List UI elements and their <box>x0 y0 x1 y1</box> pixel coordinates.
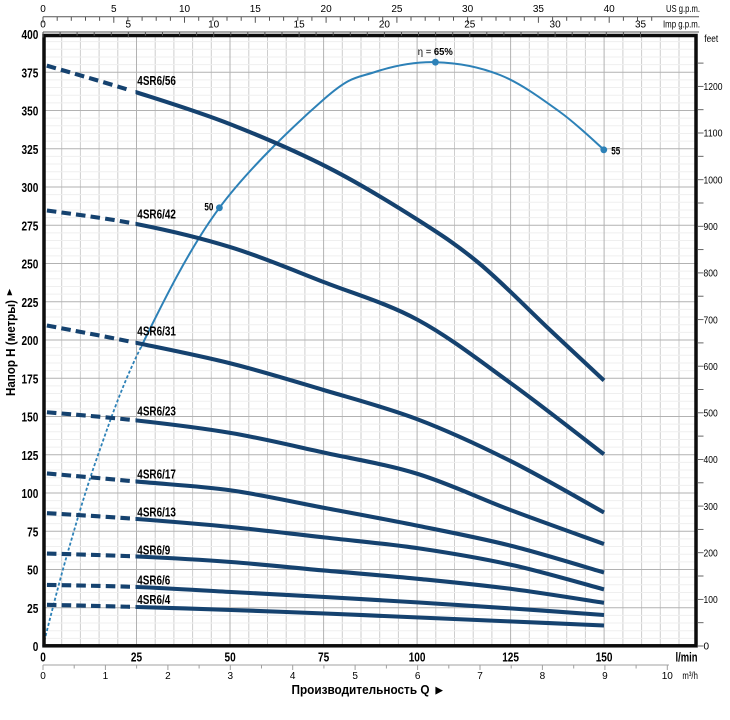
svg-text:400: 400 <box>22 28 39 42</box>
svg-text:0: 0 <box>40 4 46 15</box>
svg-text:700: 700 <box>704 315 719 326</box>
svg-text:US g.p.m.: US g.p.m. <box>666 4 700 15</box>
svg-text:225: 225 <box>22 296 39 310</box>
svg-text:4SR6/4: 4SR6/4 <box>137 593 170 607</box>
svg-text:10: 10 <box>179 4 191 15</box>
svg-text:300: 300 <box>704 502 719 513</box>
svg-text:250: 250 <box>22 258 39 272</box>
svg-text:125: 125 <box>22 449 39 463</box>
svg-text:20: 20 <box>321 4 333 15</box>
svg-text:6: 6 <box>415 671 421 682</box>
svg-text:1: 1 <box>103 671 109 682</box>
svg-text:100: 100 <box>409 650 426 664</box>
svg-text:25: 25 <box>27 602 38 616</box>
svg-text:200: 200 <box>22 334 39 348</box>
svg-text:0: 0 <box>704 642 710 653</box>
svg-text:0: 0 <box>33 640 39 654</box>
svg-text:15: 15 <box>294 20 306 31</box>
svg-text:30: 30 <box>462 4 474 15</box>
svg-text:15: 15 <box>250 4 262 15</box>
svg-text:m³/h: m³/h <box>682 671 698 682</box>
svg-text:350: 350 <box>22 105 39 119</box>
svg-text:800: 800 <box>704 269 719 280</box>
svg-text:4SR6/56: 4SR6/56 <box>137 74 176 88</box>
svg-text:4SR6/9: 4SR6/9 <box>137 544 170 558</box>
svg-text:100: 100 <box>22 487 39 501</box>
svg-text:100: 100 <box>704 595 719 606</box>
svg-text:35: 35 <box>533 4 545 15</box>
svg-text:150: 150 <box>22 411 39 425</box>
svg-text:1000: 1000 <box>704 175 723 186</box>
svg-text:375: 375 <box>22 67 39 81</box>
svg-text:1100: 1100 <box>704 129 723 140</box>
svg-text:4SR6/6: 4SR6/6 <box>137 574 170 588</box>
svg-text:4SR6/23: 4SR6/23 <box>137 405 176 419</box>
svg-text:75: 75 <box>27 526 38 540</box>
svg-text:40: 40 <box>604 4 616 15</box>
svg-text:600: 600 <box>704 362 719 373</box>
svg-text:5: 5 <box>352 671 358 682</box>
svg-text:300: 300 <box>22 181 39 195</box>
svg-text:400: 400 <box>704 455 719 466</box>
svg-text:30: 30 <box>550 20 562 31</box>
svg-text:η = 65%: η = 65% <box>418 46 454 58</box>
svg-text:Imp g.p.m.: Imp g.p.m. <box>663 20 700 31</box>
svg-text:10: 10 <box>208 20 220 31</box>
svg-text:20: 20 <box>379 20 391 31</box>
svg-text:4SR6/13: 4SR6/13 <box>137 506 176 520</box>
svg-text:25: 25 <box>464 20 476 31</box>
svg-text:9: 9 <box>602 671 608 682</box>
svg-text:3: 3 <box>228 671 234 682</box>
svg-text:75: 75 <box>318 650 329 664</box>
svg-text:4SR6/42: 4SR6/42 <box>137 208 176 222</box>
svg-text:500: 500 <box>704 409 719 420</box>
svg-text:150: 150 <box>596 650 613 664</box>
svg-text:325: 325 <box>22 143 39 157</box>
svg-text:1200: 1200 <box>704 82 723 93</box>
svg-text:0: 0 <box>40 20 46 31</box>
svg-text:25: 25 <box>391 4 403 15</box>
svg-text:35: 35 <box>635 20 647 31</box>
svg-text:175: 175 <box>22 372 39 386</box>
svg-text:275: 275 <box>22 219 39 233</box>
svg-text:50: 50 <box>27 564 38 578</box>
svg-text:125: 125 <box>502 650 519 664</box>
svg-text:4: 4 <box>290 671 296 682</box>
svg-text:2: 2 <box>165 671 171 682</box>
svg-text:4SR6/17: 4SR6/17 <box>137 468 176 482</box>
svg-text:10: 10 <box>662 671 674 682</box>
svg-text:25: 25 <box>131 650 142 664</box>
svg-text:8: 8 <box>540 671 546 682</box>
svg-text:55: 55 <box>611 146 620 158</box>
svg-text:50: 50 <box>225 650 236 664</box>
svg-text:4SR6/31: 4SR6/31 <box>137 325 176 339</box>
svg-text:5: 5 <box>111 4 117 15</box>
svg-text:900: 900 <box>704 222 719 233</box>
svg-text:0: 0 <box>40 650 46 664</box>
svg-text:feet: feet <box>704 34 718 45</box>
svg-text:50: 50 <box>204 202 213 214</box>
svg-text:l/min: l/min <box>676 650 698 664</box>
svg-text:5: 5 <box>126 20 132 31</box>
svg-text:7: 7 <box>477 671 483 682</box>
svg-text:Напор H (метры): Напор H (метры) <box>4 300 18 396</box>
svg-text:200: 200 <box>704 548 719 559</box>
svg-text:0: 0 <box>40 671 46 682</box>
svg-text:Производительность Q: Производительность Q <box>292 682 430 697</box>
